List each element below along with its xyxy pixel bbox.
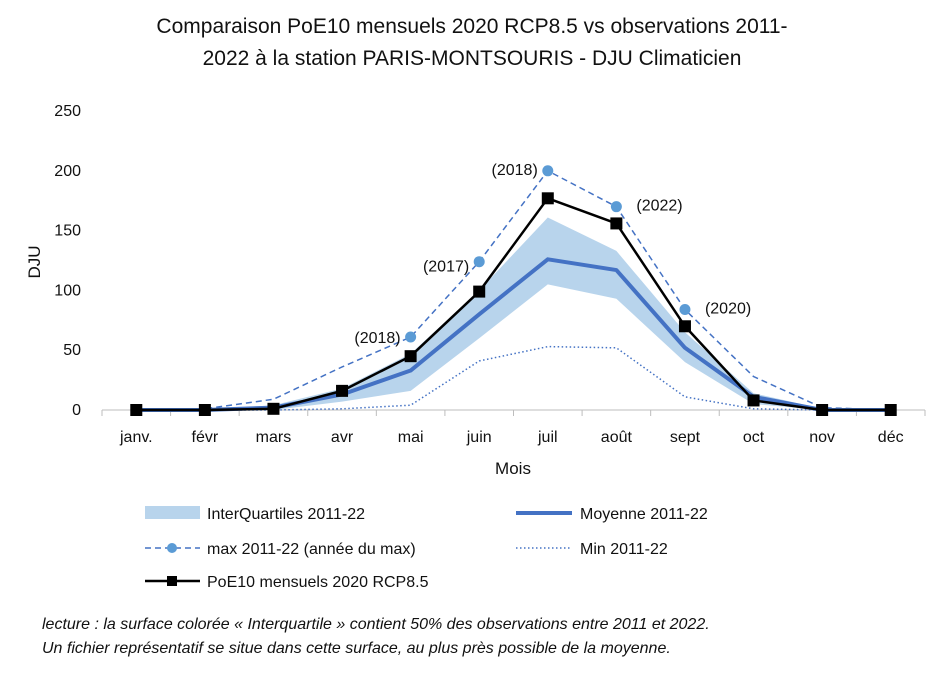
chart-title-line-2: 2022 à la station PARIS-MONTSOURIS - DJU… (203, 47, 742, 70)
series-poe10-point (884, 404, 897, 416)
max-year-annotation: (2018) (492, 162, 538, 179)
legend-label-min: Min 2011-22 (580, 541, 668, 558)
x-tick-label: juin (466, 429, 492, 446)
legend-label-interquartile: InterQuartiles 2011-22 (207, 506, 365, 523)
legend-label-moyenne: Moyenne 2011-22 (580, 506, 708, 523)
series-poe10-point (610, 217, 623, 230)
x-tick-label: mai (398, 429, 424, 446)
series-poe10-point (541, 192, 554, 205)
x-tick-label: nov (809, 429, 835, 446)
y-tick-label: 150 (54, 223, 81, 240)
max-year-annotations: (2018) (2017) (2018) (2022) (2020) (354, 162, 751, 347)
y-tick-label: 250 (54, 103, 81, 120)
x-axis-title: Mois (495, 459, 531, 478)
chart: Comparaison PoE10 mensuels 2020 RCP8.5 v… (25, 15, 926, 591)
y-tick-label: 200 (54, 163, 81, 180)
x-tick-label: avr (331, 429, 354, 446)
series-poe10-point (267, 402, 280, 415)
chart-title-line-1: Comparaison PoE10 mensuels 2020 RCP8.5 v… (156, 15, 787, 38)
series-poe10-line (136, 197, 891, 412)
x-tick-label: août (601, 429, 633, 446)
x-tick-label: déc (878, 429, 904, 446)
reading-note-line-2: Un fichier représentatif se situe dans c… (42, 640, 671, 657)
legend-swatch-interquartile (145, 506, 200, 519)
reading-note-line-1: lecture : la surface colorée « Interquar… (42, 616, 710, 633)
series-poe10-point (404, 350, 417, 363)
series-max-point (679, 304, 691, 316)
y-tick-label: 100 (54, 282, 81, 299)
series-poe10-point (198, 404, 211, 416)
x-tick-label: oct (743, 429, 765, 446)
series-min-line (136, 345, 891, 411)
x-tick-labels: janv. févr mars avr mai juin juil août sept oct no… (119, 429, 904, 446)
series-layer (130, 165, 897, 416)
series-poe10-point (747, 394, 760, 407)
series-poe10-point (473, 285, 486, 298)
x-tick-label: sept (670, 429, 701, 446)
max-year-annotation: (2022) (636, 198, 682, 215)
y-tick-label: 50 (63, 342, 81, 359)
x-tick-label: juil (537, 429, 558, 446)
series-max-point (610, 201, 622, 213)
series-max-point (542, 165, 554, 177)
series-poe10-point (336, 384, 349, 397)
x-tick-label: janv. (119, 429, 153, 446)
y-axis-title: DJU (25, 245, 44, 278)
max-year-annotation: (2017) (423, 259, 469, 276)
legend: InterQuartiles 2011-22 Moyenne 2011-22 m… (145, 506, 708, 591)
legend-marker-max (167, 543, 177, 553)
legend-label-poe10: PoE10 mensuels 2020 RCP8.5 (207, 574, 429, 591)
series-poe10-point (678, 320, 691, 333)
series-poe10-point (816, 404, 829, 416)
x-tick-label: mars (256, 429, 292, 446)
legend-marker-poe10 (167, 576, 177, 586)
max-year-annotation: (2020) (705, 301, 751, 318)
series-max-point (405, 331, 417, 343)
x-tick-label: févr (192, 429, 219, 446)
y-tick-label: 0 (72, 402, 81, 419)
legend-label-max: max 2011-22 (année du max) (207, 541, 416, 558)
y-tick-labels: 0 50 100 150 200 250 (54, 103, 81, 419)
series-max-line (136, 169, 891, 411)
max-year-annotation: (2018) (354, 330, 400, 347)
series-poe10-point (130, 404, 143, 416)
series-max-point (473, 256, 485, 268)
